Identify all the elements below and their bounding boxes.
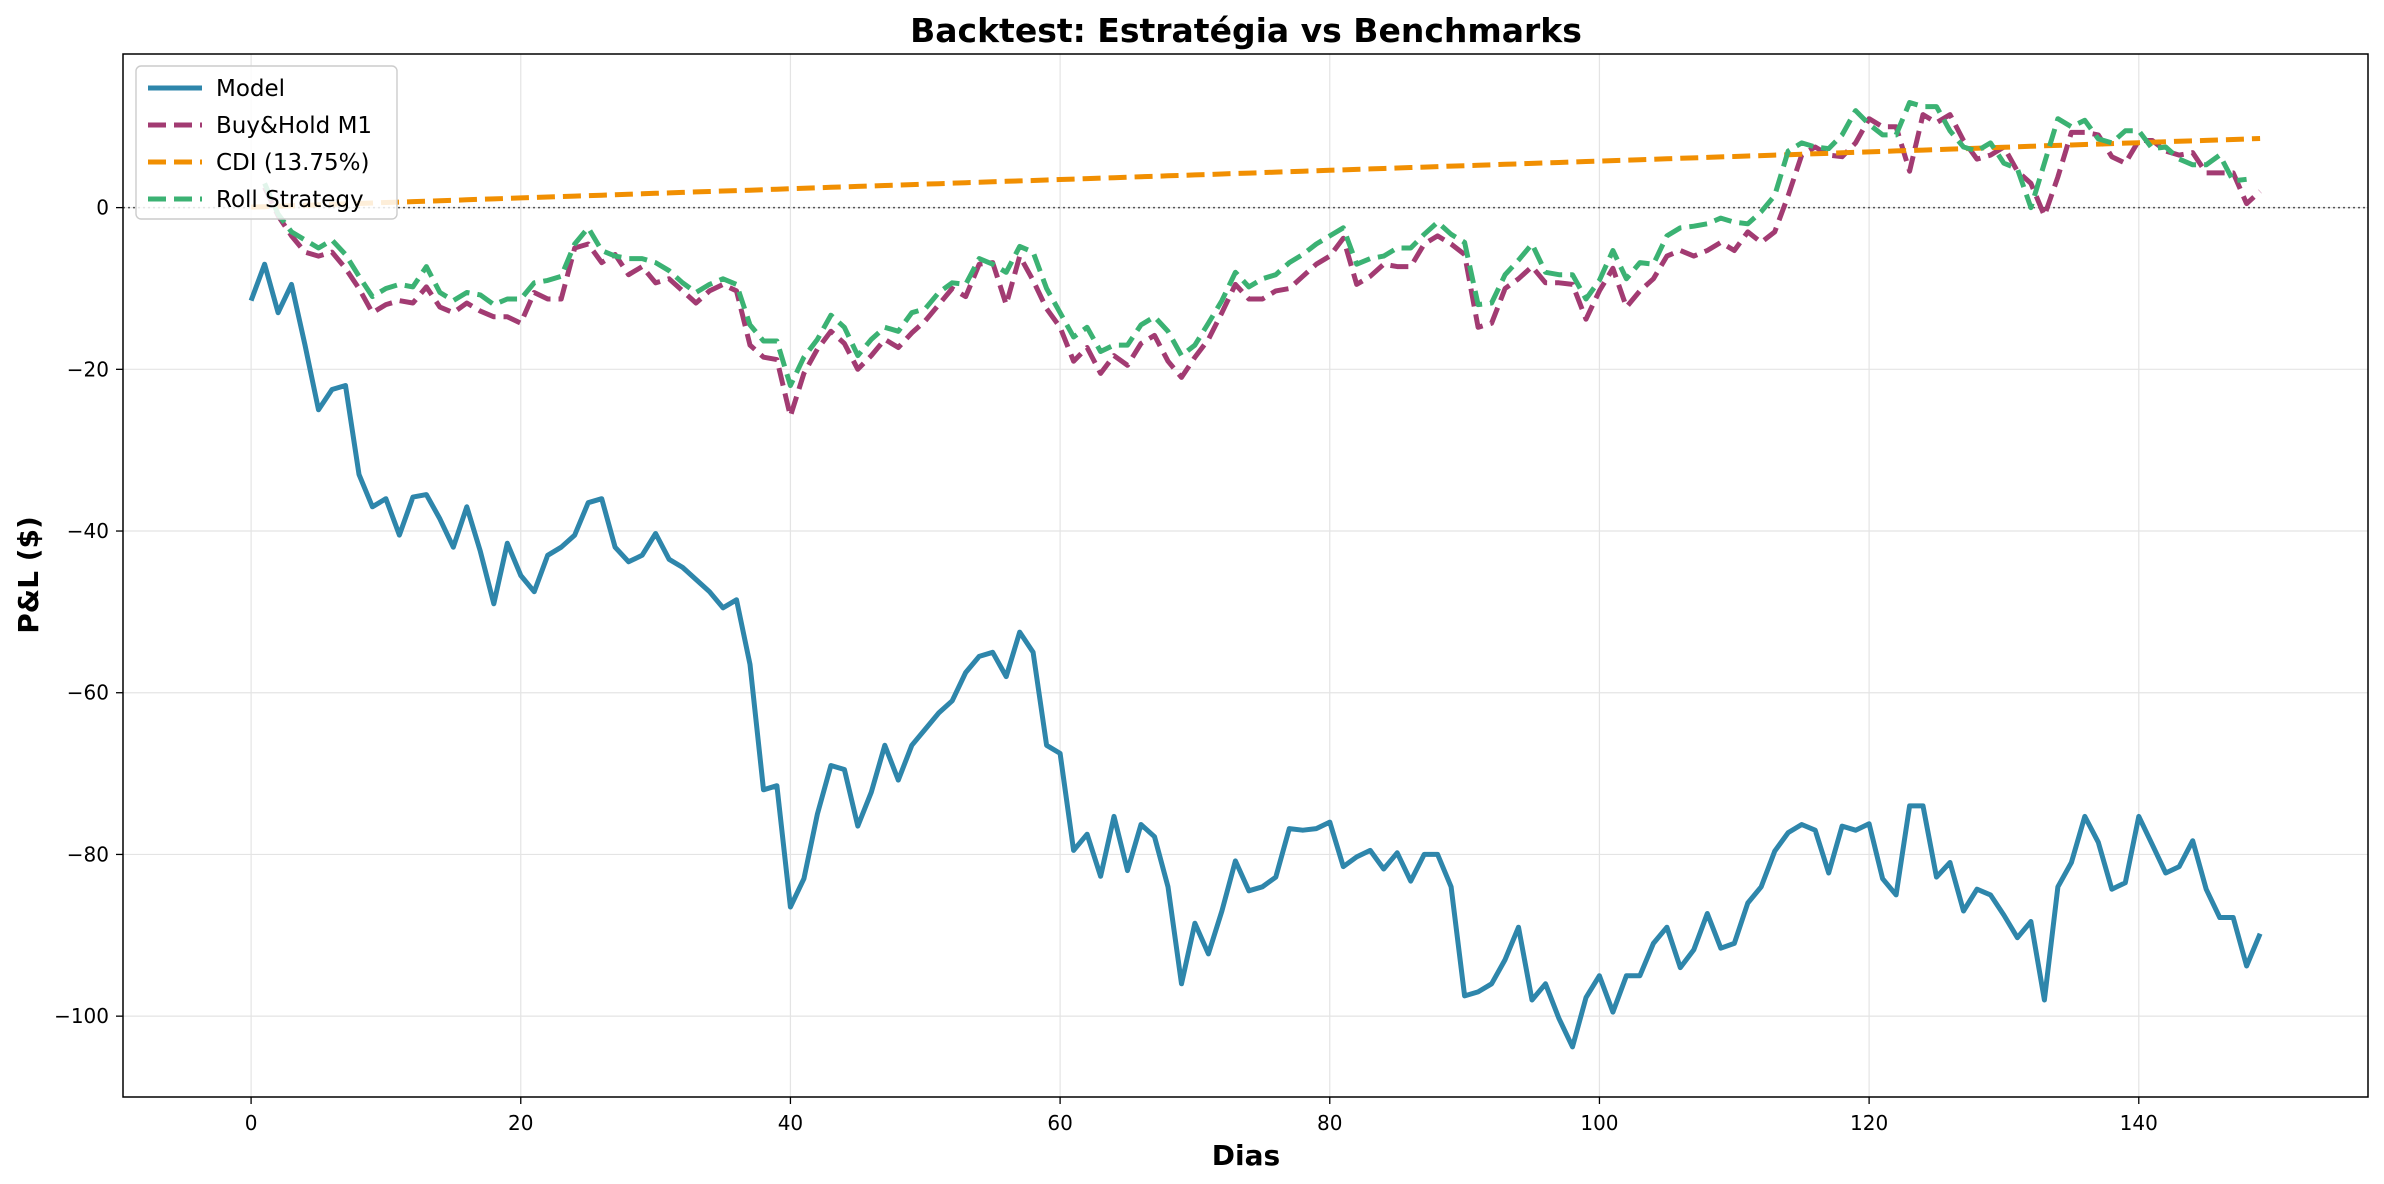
legend: Model Buy&Hold M1 CDI (13.75%) Roll Strateg…	[135, 65, 398, 220]
legend-label-0: Model	[216, 76, 285, 102]
x-tick-label: 40	[778, 1111, 803, 1135]
y-tick-label: −100	[54, 1004, 109, 1028]
y-axis-label: P&L ($)	[12, 516, 45, 634]
x-tick-label: 0	[245, 1111, 258, 1135]
ticks: 0 20 40 60 80 100 120 140 −100 −80 −60 −40 −20 0	[54, 196, 2158, 1135]
series-line-0	[248, 261, 2263, 1050]
x-tick-label: 140	[2120, 1111, 2158, 1135]
y-tick-label: −20	[67, 357, 109, 381]
grid	[123, 54, 2368, 1097]
y-tick-label: −60	[67, 681, 109, 705]
series-layer	[248, 100, 2263, 1050]
x-tick-label: 120	[1850, 1111, 1888, 1135]
legend-label-1: Buy&Hold M1	[216, 113, 372, 139]
legend-box	[135, 65, 398, 220]
series-line-3	[262, 100, 2247, 388]
x-tick-label: 20	[508, 1111, 533, 1135]
series-line-2	[251, 136, 2261, 210]
x-axis-label: Dias	[1212, 1139, 1280, 1172]
y-tick-label: 0	[96, 196, 109, 220]
legend-label-2: CDI (13.75%)	[216, 150, 370, 176]
y-tick-label: −40	[67, 519, 109, 543]
x-tick-label: 100	[1580, 1111, 1618, 1135]
y-tick-label: −80	[67, 842, 109, 866]
x-tick-label: 60	[1047, 1111, 1072, 1135]
x-tick-label: 80	[1317, 1111, 1342, 1135]
legend-label-3: Roll Strategy	[216, 187, 364, 213]
plot-frame	[122, 53, 2369, 1098]
chart-title: Backtest: Estratégia vs Benchmarks	[910, 11, 1582, 50]
series-line-1	[262, 112, 2262, 419]
